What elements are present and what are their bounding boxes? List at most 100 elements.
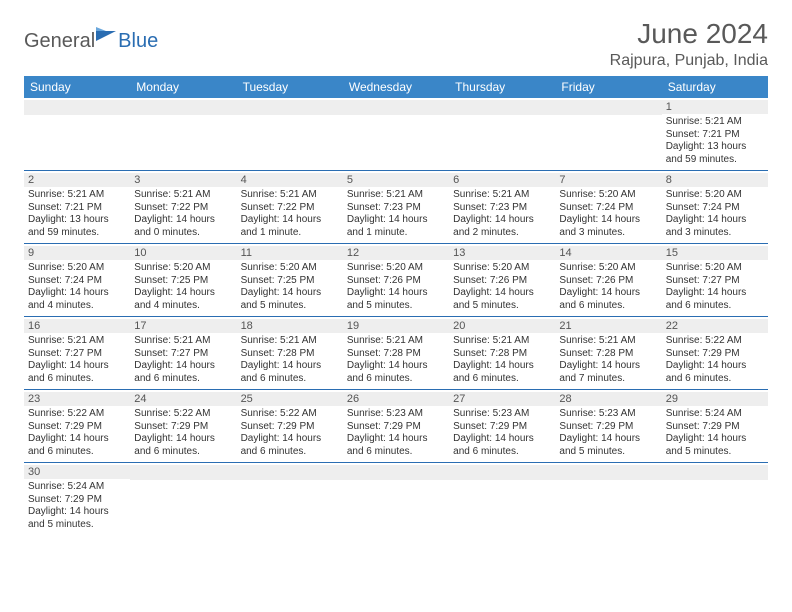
location: Rajpura, Punjab, India — [610, 52, 768, 70]
sunrise-text: Sunrise: 5:21 AM — [453, 335, 551, 348]
daylight-text: and 6 minutes. — [28, 446, 126, 459]
calendar-cell: 9Sunrise: 5:20 AMSunset: 7:24 PMDaylight… — [24, 244, 130, 316]
sunrise-text: Sunrise: 5:21 AM — [559, 335, 657, 348]
daylight-text: Daylight: 14 hours — [28, 433, 126, 446]
calendar-cell: 7Sunrise: 5:20 AMSunset: 7:24 PMDaylight… — [555, 171, 661, 243]
calendar-cell — [24, 98, 130, 170]
daylight-text: and 6 minutes. — [347, 373, 445, 386]
day-number: 24 — [130, 392, 236, 406]
daylight-text: Daylight: 14 hours — [347, 360, 445, 373]
sunrise-text: Sunrise: 5:20 AM — [241, 262, 339, 275]
weekday-label: Friday — [555, 76, 661, 98]
day-number: 30 — [24, 465, 130, 479]
day-number: 25 — [237, 392, 343, 406]
sunset-text: Sunset: 7:26 PM — [559, 275, 657, 288]
sunset-text: Sunset: 7:29 PM — [666, 421, 764, 434]
calendar-cell — [662, 463, 768, 535]
day-number — [343, 465, 449, 480]
calendar-week: 1Sunrise: 5:21 AMSunset: 7:21 PMDaylight… — [24, 98, 768, 171]
daylight-text: Daylight: 14 hours — [559, 360, 657, 373]
sunset-text: Sunset: 7:23 PM — [347, 202, 445, 215]
day-number: 9 — [24, 246, 130, 260]
calendar-cell — [130, 463, 236, 535]
daylight-text: Daylight: 14 hours — [28, 360, 126, 373]
day-number: 16 — [24, 319, 130, 333]
calendar-week: 30Sunrise: 5:24 AMSunset: 7:29 PMDayligh… — [24, 463, 768, 535]
daylight-text: and 5 minutes. — [453, 300, 551, 313]
day-number — [343, 100, 449, 115]
daylight-text: Daylight: 14 hours — [241, 433, 339, 446]
sunrise-text: Sunrise: 5:21 AM — [241, 189, 339, 202]
daylight-text: and 3 minutes. — [559, 227, 657, 240]
sunset-text: Sunset: 7:25 PM — [241, 275, 339, 288]
sunrise-text: Sunrise: 5:21 AM — [347, 189, 445, 202]
day-number — [555, 465, 661, 480]
sunset-text: Sunset: 7:29 PM — [28, 494, 126, 507]
day-number — [449, 100, 555, 115]
daylight-text: and 5 minutes. — [666, 446, 764, 459]
weekday-label: Thursday — [449, 76, 555, 98]
daylight-text: Daylight: 14 hours — [241, 214, 339, 227]
daylight-text: Daylight: 14 hours — [134, 360, 232, 373]
sunset-text: Sunset: 7:26 PM — [453, 275, 551, 288]
sunrise-text: Sunrise: 5:20 AM — [559, 189, 657, 202]
daylight-text: and 5 minutes. — [559, 446, 657, 459]
weekday-header: Sunday Monday Tuesday Wednesday Thursday… — [24, 76, 768, 98]
daylight-text: Daylight: 14 hours — [559, 433, 657, 446]
daylight-text: and 6 minutes. — [134, 446, 232, 459]
sunrise-text: Sunrise: 5:21 AM — [453, 189, 551, 202]
day-number: 29 — [662, 392, 768, 406]
day-number: 7 — [555, 173, 661, 187]
sunset-text: Sunset: 7:21 PM — [28, 202, 126, 215]
sunrise-text: Sunrise: 5:21 AM — [134, 189, 232, 202]
calendar-cell: 20Sunrise: 5:21 AMSunset: 7:28 PMDayligh… — [449, 317, 555, 389]
calendar-cell — [237, 98, 343, 170]
calendar-cell — [449, 98, 555, 170]
sunset-text: Sunset: 7:28 PM — [453, 348, 551, 361]
daylight-text: Daylight: 14 hours — [453, 287, 551, 300]
day-number — [555, 100, 661, 115]
calendar-cell: 26Sunrise: 5:23 AMSunset: 7:29 PMDayligh… — [343, 390, 449, 462]
day-number: 22 — [662, 319, 768, 333]
day-number: 23 — [24, 392, 130, 406]
daylight-text: Daylight: 14 hours — [666, 287, 764, 300]
sunset-text: Sunset: 7:29 PM — [134, 421, 232, 434]
sunrise-text: Sunrise: 5:23 AM — [347, 408, 445, 421]
day-number: 8 — [662, 173, 768, 187]
day-number — [237, 465, 343, 480]
calendar-cell: 15Sunrise: 5:20 AMSunset: 7:27 PMDayligh… — [662, 244, 768, 316]
calendar: Sunday Monday Tuesday Wednesday Thursday… — [24, 76, 768, 535]
weekday-label: Wednesday — [343, 76, 449, 98]
calendar-cell: 1Sunrise: 5:21 AMSunset: 7:21 PMDaylight… — [662, 98, 768, 170]
day-number: 19 — [343, 319, 449, 333]
day-number: 12 — [343, 246, 449, 260]
sunrise-text: Sunrise: 5:22 AM — [28, 408, 126, 421]
sunrise-text: Sunrise: 5:22 AM — [666, 335, 764, 348]
daylight-text: Daylight: 14 hours — [134, 433, 232, 446]
sunset-text: Sunset: 7:29 PM — [347, 421, 445, 434]
calendar-week: 2Sunrise: 5:21 AMSunset: 7:21 PMDaylight… — [24, 171, 768, 244]
sunrise-text: Sunrise: 5:20 AM — [347, 262, 445, 275]
sunrise-text: Sunrise: 5:21 AM — [28, 189, 126, 202]
sunset-text: Sunset: 7:29 PM — [453, 421, 551, 434]
calendar-cell: 8Sunrise: 5:20 AMSunset: 7:24 PMDaylight… — [662, 171, 768, 243]
calendar-cell: 10Sunrise: 5:20 AMSunset: 7:25 PMDayligh… — [130, 244, 236, 316]
sunrise-text: Sunrise: 5:20 AM — [453, 262, 551, 275]
daylight-text: Daylight: 14 hours — [453, 214, 551, 227]
sunset-text: Sunset: 7:22 PM — [241, 202, 339, 215]
day-number — [130, 100, 236, 115]
sunrise-text: Sunrise: 5:20 AM — [666, 189, 764, 202]
calendar-cell: 22Sunrise: 5:22 AMSunset: 7:29 PMDayligh… — [662, 317, 768, 389]
header: General Blue June 2024 Rajpura, Punjab, … — [24, 18, 768, 70]
daylight-text: Daylight: 14 hours — [666, 433, 764, 446]
daylight-text: Daylight: 13 hours — [28, 214, 126, 227]
daylight-text: and 6 minutes. — [666, 300, 764, 313]
calendar-cell: 11Sunrise: 5:20 AMSunset: 7:25 PMDayligh… — [237, 244, 343, 316]
calendar-cell: 23Sunrise: 5:22 AMSunset: 7:29 PMDayligh… — [24, 390, 130, 462]
day-number: 13 — [449, 246, 555, 260]
calendar-cell: 28Sunrise: 5:23 AMSunset: 7:29 PMDayligh… — [555, 390, 661, 462]
daylight-text: and 5 minutes. — [347, 300, 445, 313]
daylight-text: and 59 minutes. — [28, 227, 126, 240]
sunrise-text: Sunrise: 5:24 AM — [28, 481, 126, 494]
daylight-text: Daylight: 14 hours — [666, 360, 764, 373]
